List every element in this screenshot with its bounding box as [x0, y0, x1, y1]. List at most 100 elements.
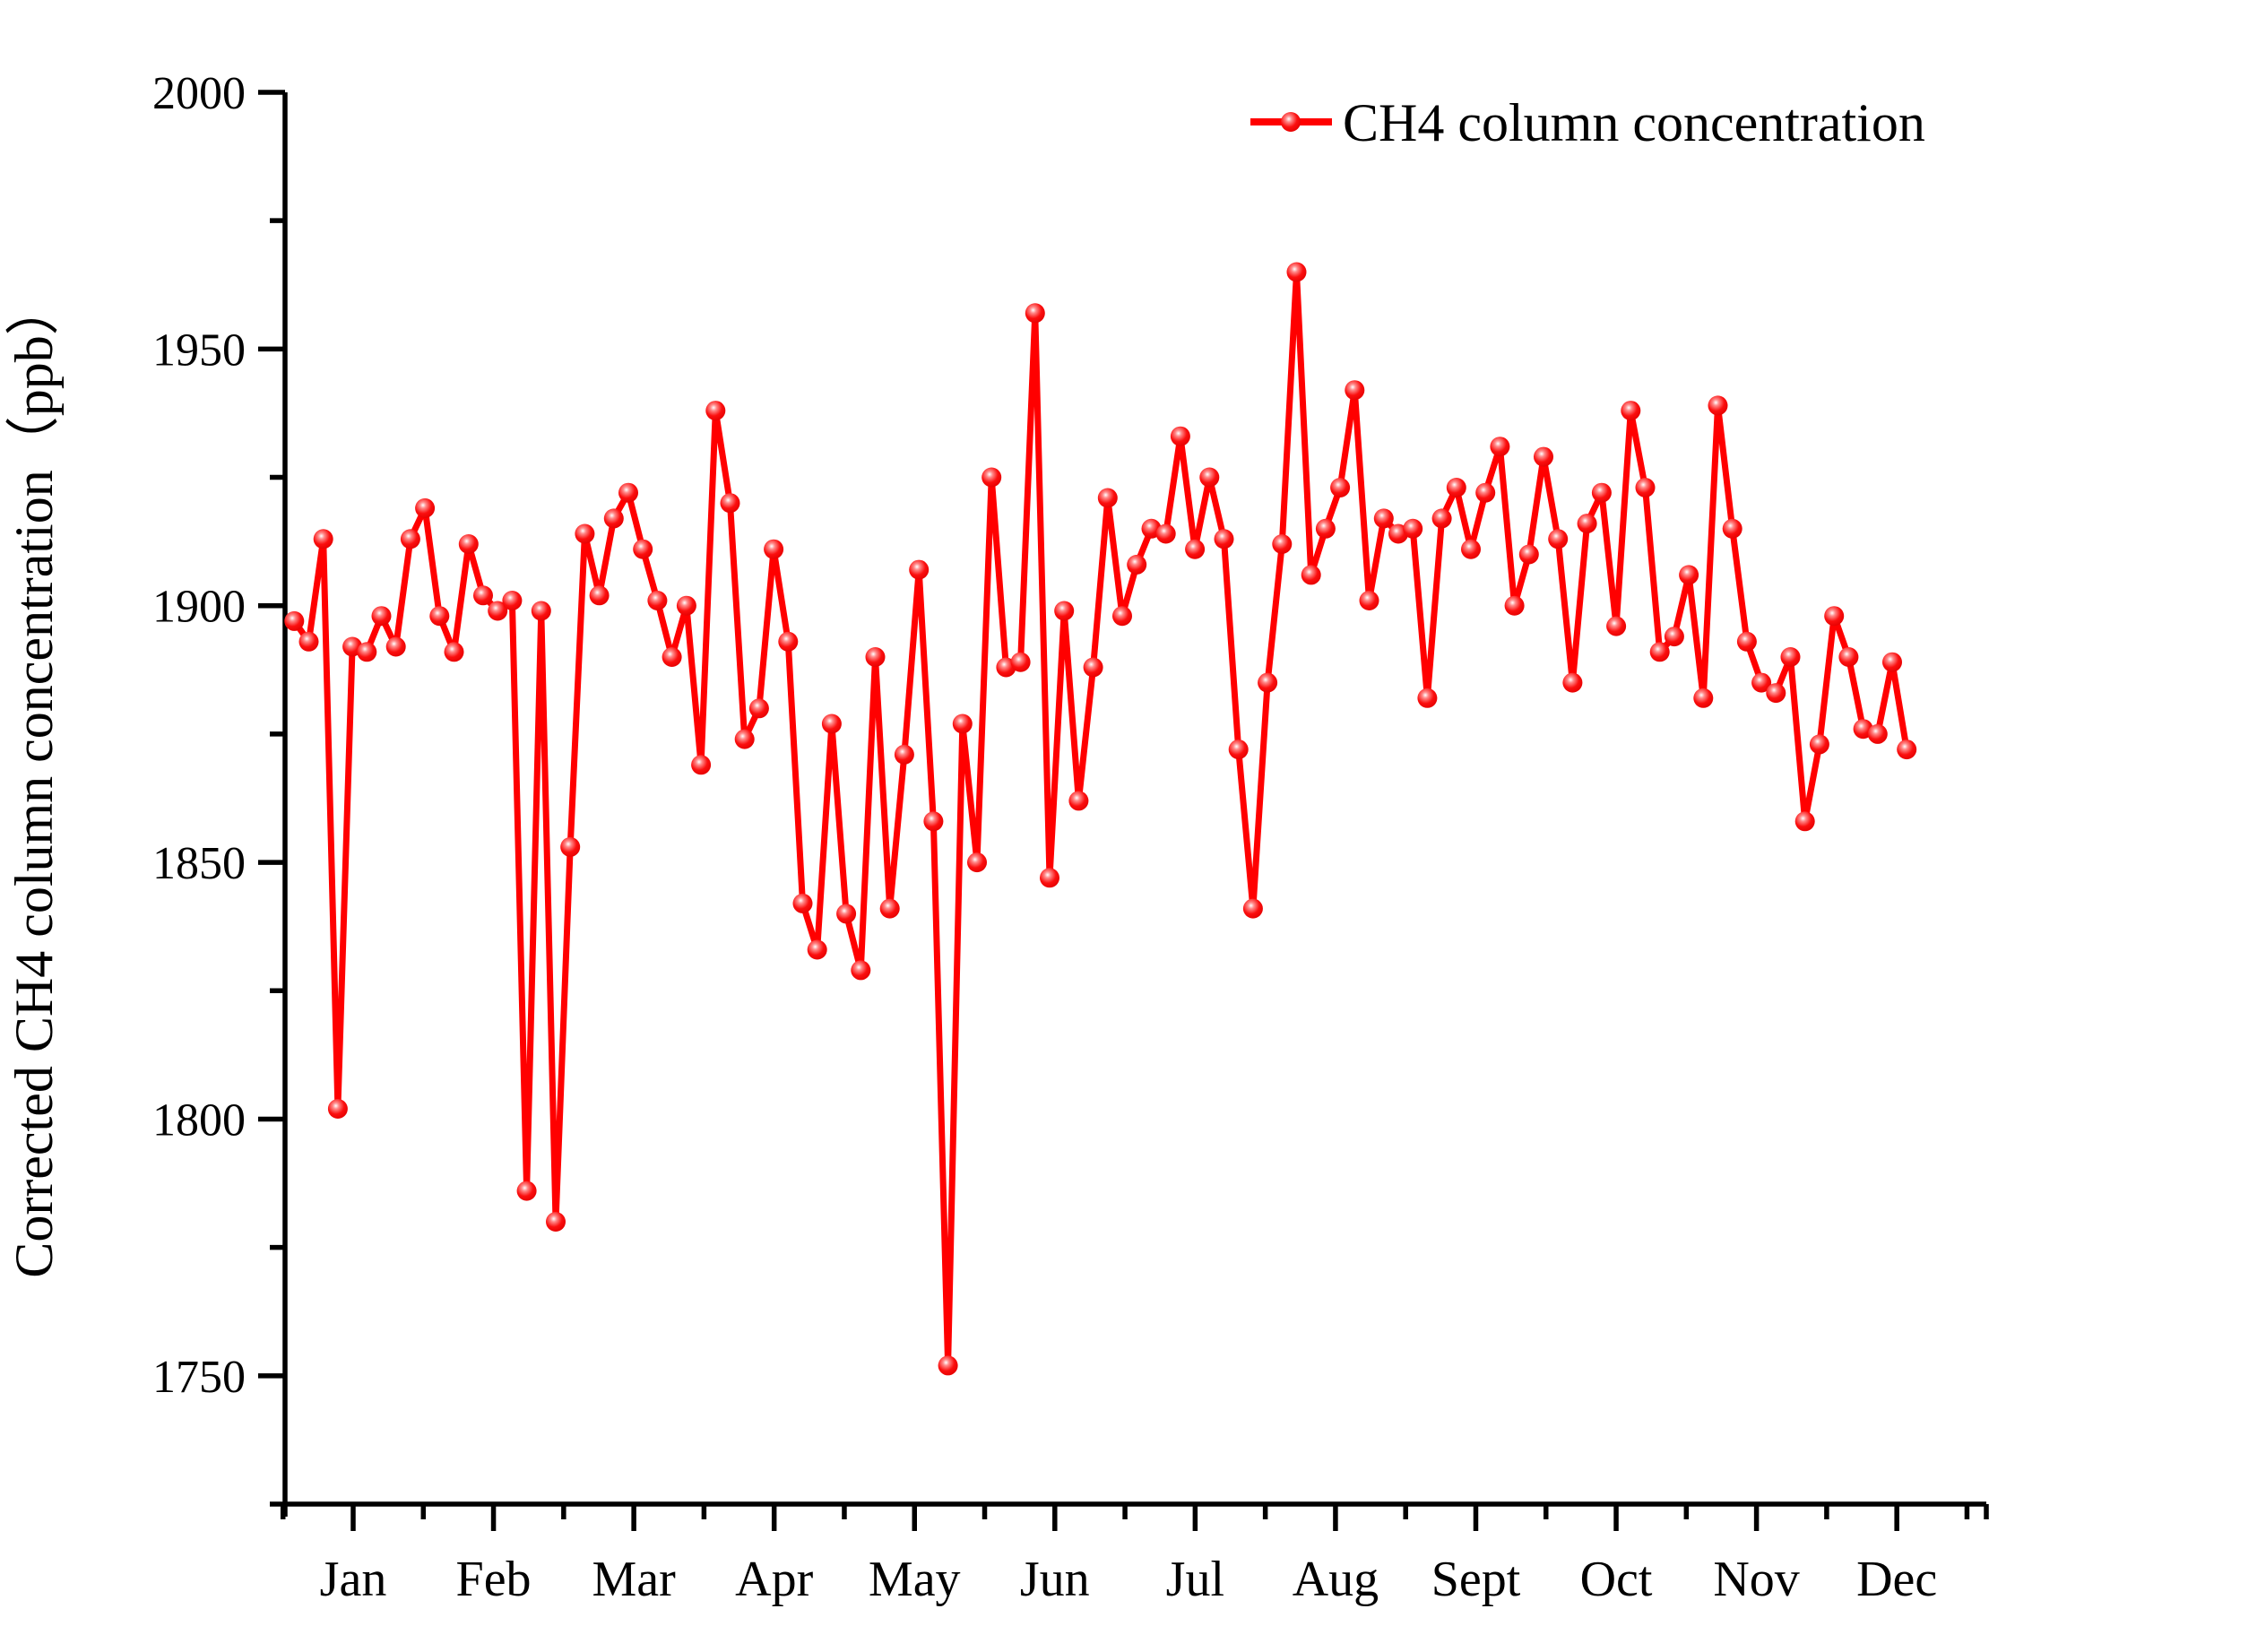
- data-point: [1286, 262, 1307, 282]
- data-point: [1446, 478, 1466, 497]
- data-point: [1228, 740, 1249, 760]
- data-point: [662, 647, 682, 667]
- data-point: [1199, 467, 1220, 488]
- data-point: [647, 591, 668, 610]
- data-point: [1838, 647, 1859, 667]
- data-point: [1025, 303, 1045, 324]
- month-label: Feb: [456, 1552, 532, 1607]
- data-point: [1606, 616, 1627, 636]
- data-point: [1040, 868, 1059, 888]
- data-point: [1722, 518, 1742, 539]
- data-point: [1562, 672, 1583, 693]
- data-point: [1693, 688, 1714, 708]
- data-point: [1518, 544, 1539, 565]
- data-point: [327, 1099, 348, 1119]
- month-label: Aug: [1293, 1552, 1379, 1607]
- y-axis-title: Corrected CH4 column concentration（ppb）: [4, 281, 64, 1277]
- data-point: [705, 401, 726, 421]
- data-point: [1534, 446, 1553, 467]
- data-point: [473, 585, 493, 606]
- month-label: Apr: [735, 1552, 813, 1607]
- data-point: [981, 467, 1002, 488]
- data-point: [1708, 395, 1728, 416]
- data-point: [429, 606, 450, 627]
- month-label: Dec: [1856, 1552, 1937, 1607]
- data-point: [778, 631, 799, 652]
- data-point: [1548, 529, 1569, 549]
- data-point: [298, 631, 319, 652]
- data-point: [1780, 647, 1801, 667]
- data-point: [1504, 595, 1525, 616]
- data-point: [851, 960, 871, 981]
- data-point: [1809, 734, 1829, 755]
- data-point: [734, 729, 755, 749]
- data-point: [531, 601, 551, 621]
- data-point: [792, 893, 813, 913]
- data-point: [894, 744, 914, 765]
- data-point: [691, 755, 712, 775]
- month-label: May: [869, 1552, 961, 1607]
- month-label: Sept: [1431, 1552, 1521, 1607]
- data-point: [1272, 534, 1293, 554]
- month-label: Mar: [592, 1552, 676, 1607]
- data-point: [1258, 672, 1278, 693]
- data-point: [807, 939, 827, 960]
- data-point: [952, 714, 973, 734]
- data-point: [1155, 523, 1176, 544]
- data-point: [1068, 791, 1089, 811]
- data-point: [923, 811, 944, 832]
- data-point: [1766, 683, 1786, 704]
- legend-marker-icon: [1281, 112, 1301, 132]
- data-point: [618, 482, 638, 503]
- data-point: [502, 591, 523, 610]
- month-label: Jun: [1020, 1552, 1090, 1607]
- data-point: [1373, 508, 1394, 529]
- data-point: [1359, 591, 1379, 610]
- data-point: [1214, 529, 1234, 549]
- data-point: [909, 559, 930, 580]
- data-point: [1882, 652, 1902, 672]
- y-tick-label: 1850: [152, 838, 246, 889]
- data-point: [603, 508, 624, 529]
- data-point: [1621, 401, 1641, 421]
- data-point: [720, 493, 740, 514]
- data-point: [1054, 601, 1075, 621]
- data-point: [1170, 426, 1190, 446]
- data-point: [284, 610, 305, 631]
- data-point: [1417, 688, 1438, 708]
- data-point: [1185, 539, 1206, 559]
- data-point: [967, 852, 987, 873]
- data-point: [1649, 642, 1670, 662]
- data-point: [1736, 631, 1757, 652]
- legend-label: CH4 column concentration: [1343, 93, 1925, 152]
- data-point: [400, 529, 420, 549]
- data-point: [676, 595, 696, 616]
- data-point: [458, 534, 479, 554]
- data-point: [879, 898, 900, 919]
- month-label: Jan: [320, 1552, 387, 1607]
- month-label: Oct: [1580, 1552, 1653, 1607]
- data-point: [1664, 627, 1684, 647]
- data-point: [1461, 539, 1481, 559]
- data-point: [313, 529, 333, 549]
- data-point: [516, 1181, 537, 1201]
- month-label: Nov: [1713, 1552, 1799, 1607]
- axes: 1750 1800 1850 1900 1950 2000 Jan Feb Mar Apr May J…: [152, 68, 1989, 1607]
- data-point: [1431, 508, 1452, 529]
- data-point: [1345, 380, 1365, 401]
- data-point: [1330, 478, 1351, 497]
- data-point: [1490, 437, 1510, 457]
- data-point: [1794, 811, 1815, 832]
- data-point: [1010, 652, 1031, 672]
- data-point: [1083, 657, 1103, 678]
- data-point: [938, 1355, 958, 1376]
- data-point: [1242, 898, 1263, 919]
- data-point: [1824, 606, 1845, 627]
- data-point: [748, 698, 769, 719]
- data-point: [415, 497, 436, 518]
- y-tick-label: 1950: [152, 324, 246, 376]
- data-point: [1112, 606, 1132, 627]
- series-group: [284, 262, 1917, 1376]
